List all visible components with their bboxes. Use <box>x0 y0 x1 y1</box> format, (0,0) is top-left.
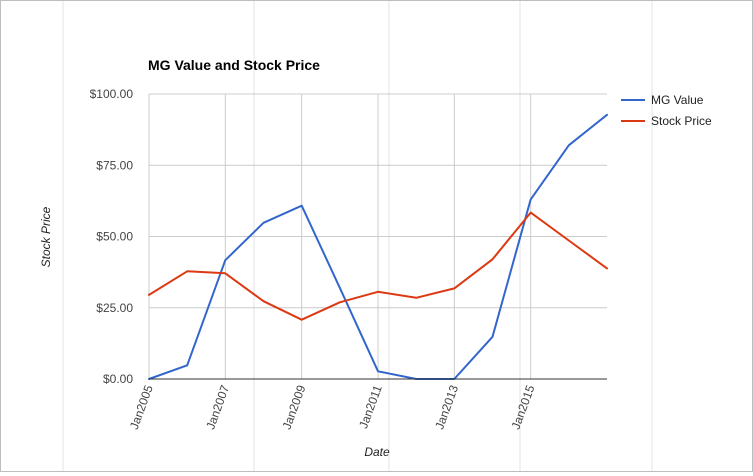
x-tick-label: Jan2011 <box>356 383 385 431</box>
x-axis-label: Date <box>364 445 390 459</box>
legend-label: Stock Price <box>651 114 712 128</box>
chart-title: MG Value and Stock Price <box>148 57 320 73</box>
y-tick-label: $100.00 <box>90 87 134 101</box>
legend: MG Value Stock Price <box>621 93 712 128</box>
x-tick-label: Jan2015 <box>509 383 538 431</box>
y-tick-label: $0.00 <box>103 372 133 386</box>
series-line-mg-value <box>148 113 608 380</box>
gridlines <box>148 93 607 379</box>
x-tick-label: Jan2007 <box>203 383 232 431</box>
y-axis-ticks: $0.00 $25.00 $50.00 $75.00 $100.00 <box>90 87 134 386</box>
y-tick-label: $75.00 <box>96 158 133 172</box>
x-axis-ticks: Jan2005 Jan2007 Jan2009 Jan2011 Jan2013 Jan20… <box>127 383 538 431</box>
y-tick-label: $50.00 <box>96 230 133 244</box>
series-lines <box>148 113 608 380</box>
y-tick-label: $25.00 <box>96 301 133 315</box>
legend-label: MG Value <box>651 93 704 107</box>
x-tick-label: Jan2013 <box>432 383 461 431</box>
series-line-stock-price <box>148 211 608 321</box>
x-tick-label: Jan2009 <box>280 383 309 431</box>
y-axis-label: Stock Price <box>39 206 53 267</box>
x-tick-label: Jan2005 <box>127 383 156 431</box>
